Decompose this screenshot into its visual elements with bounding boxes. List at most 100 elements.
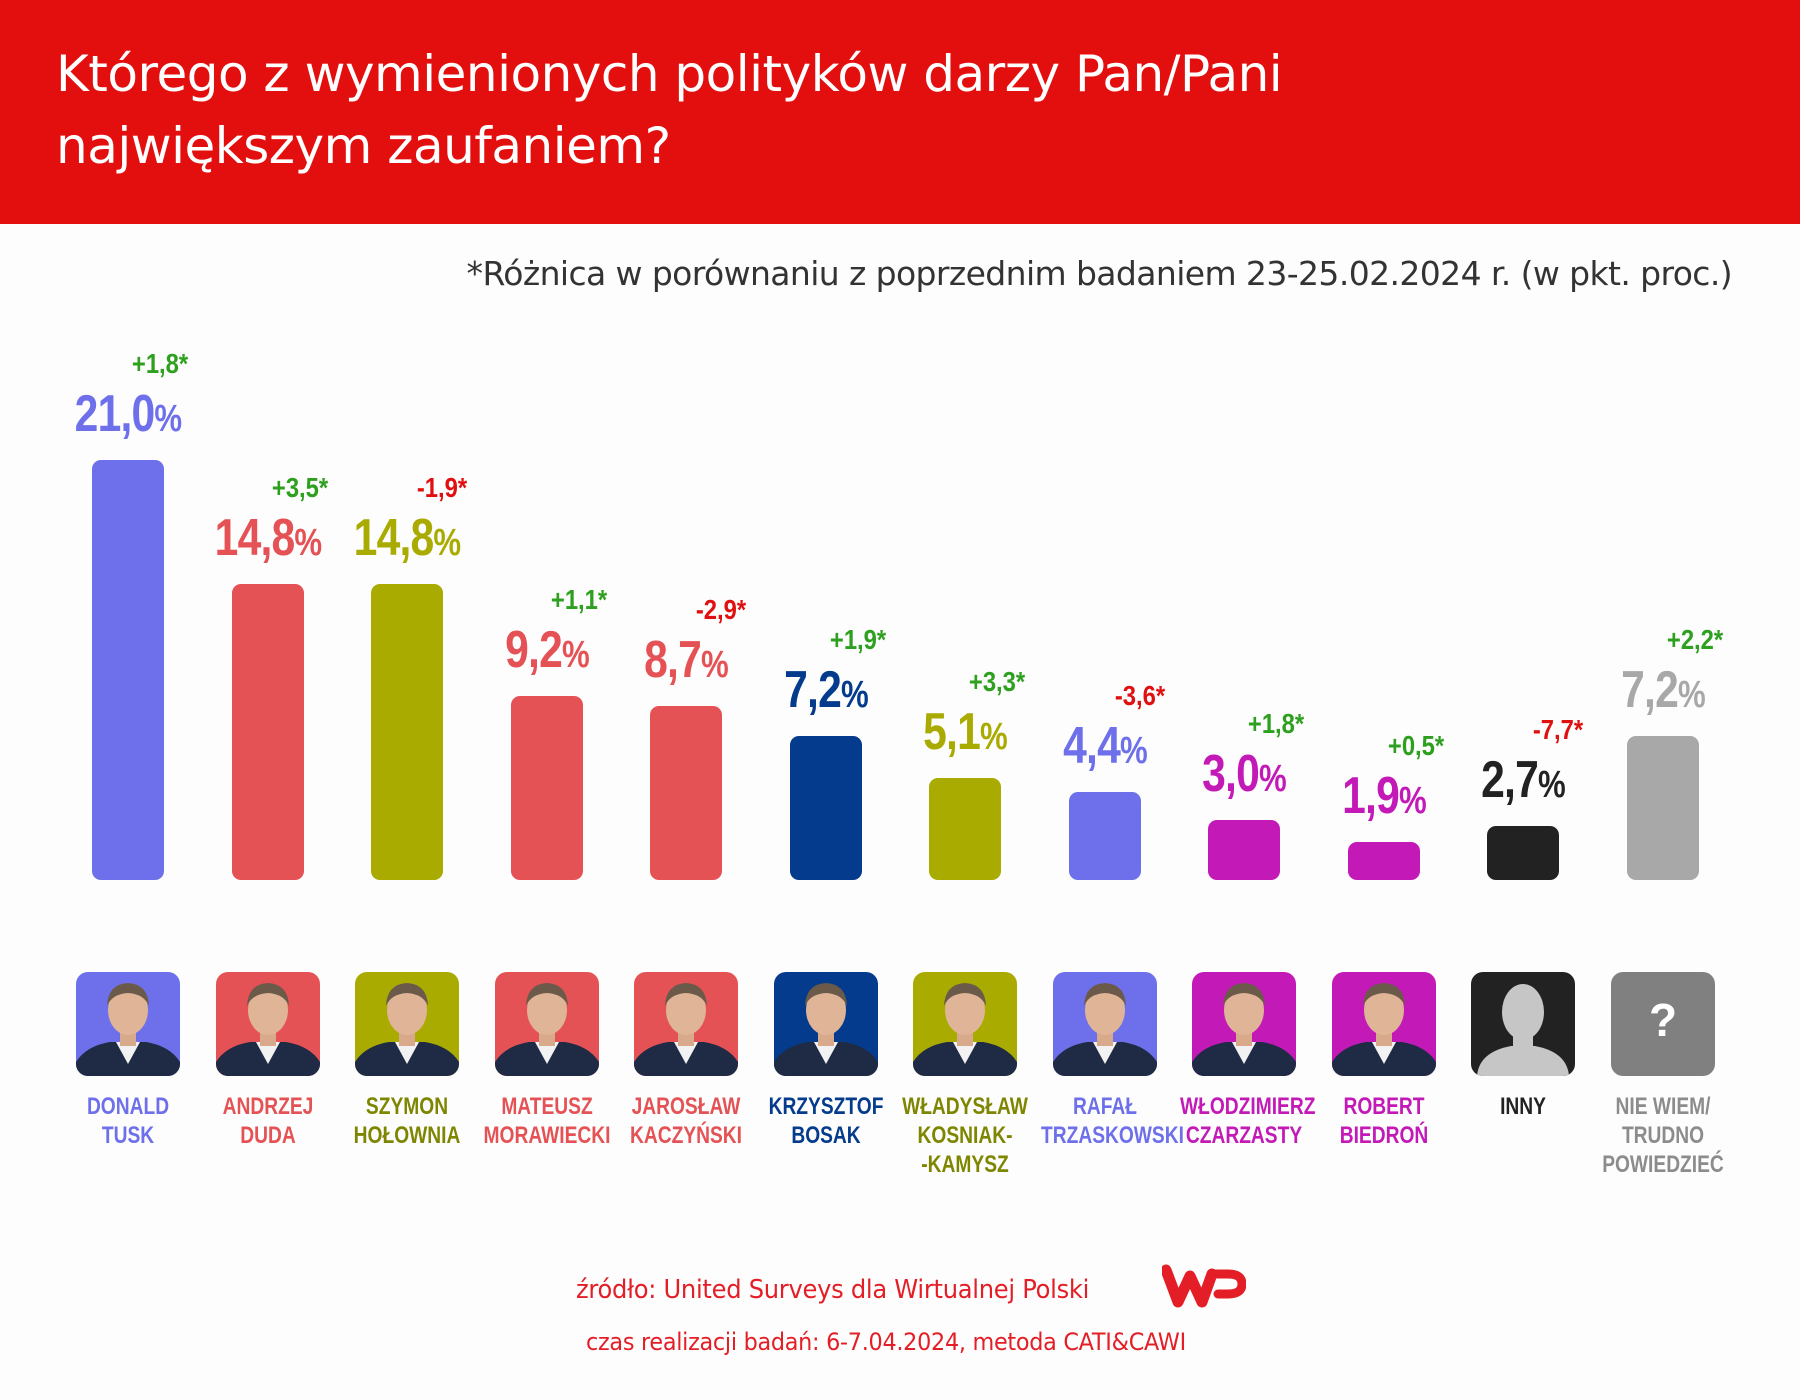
portrait-icon — [76, 983, 180, 1076]
politician-name-line: RAFAŁ — [1073, 1093, 1137, 1120]
bar — [1069, 792, 1141, 880]
question-mark-glyph: ? — [1649, 994, 1677, 1046]
politician-photo — [634, 972, 738, 1076]
politician-name: NIE WIEM/TRUDNO POWIEDZIEĆ — [1599, 1092, 1727, 1179]
percent-sign: % — [840, 674, 869, 716]
value-label: 1,9% — [1318, 770, 1449, 827]
change-label: +0,5* — [1387, 730, 1444, 761]
chart-title-line-1: Którego z wymienionych polityków darzy P… — [56, 45, 1283, 103]
value-label: 2,7% — [1457, 754, 1588, 811]
politician-name-line: TUSK — [101, 1122, 155, 1149]
politician-name: RAFAŁ TRZASKOWSKI — [1041, 1092, 1184, 1150]
bar — [1627, 736, 1699, 880]
politician-name-line: JAROSŁAW — [631, 1093, 741, 1120]
value-number: 3,0 — [1202, 745, 1260, 803]
politician-name-line: -KAMYSZ — [921, 1151, 1009, 1178]
politician-name-line: TRZASKOWSKI — [1041, 1122, 1184, 1149]
header-banner: Którego z wymienionych polityków darzy P… — [0, 0, 1800, 224]
portrait-icon — [216, 983, 320, 1076]
portrait-icon — [774, 983, 878, 1076]
politician-photo — [76, 972, 180, 1076]
bar — [511, 696, 583, 880]
politician-photo — [1053, 972, 1157, 1076]
politician-name-line: MATEUSZ — [501, 1093, 593, 1120]
question-mark-icon: ? — [1649, 994, 1677, 1046]
politician-name-line: BIEDROŃ — [1339, 1122, 1429, 1149]
percent-sign: % — [433, 522, 461, 564]
politician-name-line: POWIEDZIEĆ — [1602, 1151, 1724, 1178]
value-label: 7,2% — [1597, 664, 1728, 721]
chart-subtitle: *Różnica w porównaniu z poprzednim badan… — [466, 254, 1733, 293]
value-label: 5,1% — [899, 706, 1030, 763]
change-label: +2,2* — [1666, 624, 1723, 655]
percent-sign: % — [154, 398, 182, 440]
politician-name-line: KOSNIAK- — [917, 1122, 1013, 1149]
percent-sign: % — [979, 716, 1008, 758]
change-label: -1,9* — [416, 472, 467, 503]
politician-name: JAROSŁAW KACZYŃSKI — [622, 1092, 750, 1150]
bar — [1348, 842, 1420, 880]
bar — [371, 584, 443, 880]
source-note: źródło: United Surveys dla Wirtualnej Po… — [576, 1275, 1090, 1305]
change-label: +3,3* — [968, 666, 1025, 697]
politician-photo — [1332, 972, 1436, 1076]
bar — [650, 706, 722, 880]
politician-name: DONALD TUSK — [64, 1092, 192, 1150]
percent-sign: % — [1677, 674, 1706, 716]
politician-photo — [495, 972, 599, 1076]
percent-sign: % — [700, 644, 729, 686]
portrait-icon — [913, 983, 1017, 1076]
politician-name: KRZYSZTOF BOSAK — [762, 1092, 890, 1150]
politician-photo — [216, 972, 320, 1076]
politician-name-line: MORAWIECKI — [483, 1122, 611, 1149]
change-label: +1,8* — [131, 348, 188, 379]
politician-name-line: WŁADYSŁAW — [902, 1093, 1028, 1120]
portrait-icon — [1053, 983, 1157, 1076]
value-number: 9,2 — [505, 621, 563, 679]
politician-name-line: ANDRZEJ — [222, 1093, 314, 1120]
change-label: +1,1* — [550, 584, 607, 615]
percent-sign: % — [294, 522, 322, 564]
bar — [1208, 820, 1280, 880]
portrait-icon — [1192, 983, 1296, 1076]
value-number: 7,2 — [1621, 661, 1679, 719]
person-silhouette-icon — [1477, 984, 1569, 1076]
politician-name: ROBERT BIEDROŃ — [1320, 1092, 1448, 1150]
value-label: 8,7% — [620, 634, 751, 691]
politician-name-line: SZYMON — [365, 1093, 449, 1120]
wp-logo-icon — [1162, 1264, 1246, 1308]
value-label: 21,0% — [62, 388, 193, 445]
politician-photo: ? — [1611, 972, 1715, 1076]
politician-name-line: KRZYSZTOF — [768, 1093, 884, 1120]
change-label: +1,8* — [1247, 708, 1304, 739]
value-number: 7,2 — [784, 661, 842, 719]
bar — [1487, 826, 1559, 880]
change-label: -3,6* — [1114, 680, 1165, 711]
value-label: 9,2% — [481, 624, 612, 681]
value-number: 5,1 — [923, 703, 981, 761]
politician-name-line: INNY — [1500, 1093, 1546, 1120]
method-note: czas realizacji badań: 6-7.04.2024, meto… — [586, 1328, 1186, 1356]
percent-sign: % — [1119, 730, 1148, 772]
politician-photo — [355, 972, 459, 1076]
portrait-icon — [495, 983, 599, 1076]
bar — [790, 736, 862, 880]
value-number: 1,9 — [1342, 767, 1400, 825]
percent-sign: % — [1537, 764, 1566, 806]
value-label: 14,8% — [341, 512, 472, 569]
value-number: 4,4 — [1063, 717, 1121, 775]
politician-photo — [1192, 972, 1296, 1076]
portrait-icon — [355, 983, 459, 1076]
percent-sign: % — [561, 634, 590, 676]
value-number: 14,8 — [353, 509, 435, 567]
value-label: 7,2% — [760, 664, 891, 721]
chart-title: Którego z wymienionych polityków darzy P… — [56, 38, 1556, 182]
value-label: 3,0% — [1178, 748, 1309, 805]
politician-name-line: ROBERT — [1343, 1093, 1425, 1120]
value-number: 8,7 — [644, 631, 702, 689]
politician-name: ANDRZEJ DUDA — [204, 1092, 332, 1150]
politician-name: WŁADYSŁAW KOSNIAK- -KAMYSZ — [901, 1092, 1029, 1179]
politician-name-line: DONALD — [86, 1093, 170, 1120]
politician-name: INNY — [1459, 1092, 1587, 1121]
percent-sign: % — [1398, 780, 1427, 822]
